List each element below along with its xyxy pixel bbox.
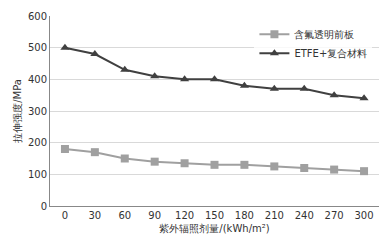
svg-text:0: 0 [62,210,68,221]
svg-text:紫外辐照剂量/(kWh/m²): 紫外辐照剂量/(kWh/m²) [159,223,269,234]
svg-text:200: 200 [28,137,47,148]
svg-text:150: 150 [205,210,224,221]
svg-text:拉伸强度/MPa: 拉伸强度/MPa [12,79,23,143]
svg-text:30: 30 [88,210,101,221]
svg-text:240: 240 [295,210,314,221]
svg-text:600: 600 [28,11,47,22]
svg-text:300: 300 [28,106,47,117]
svg-text:60: 60 [118,210,131,221]
svg-text:90: 90 [148,210,161,221]
svg-text:500: 500 [28,42,47,53]
svg-text:120: 120 [175,210,194,221]
svg-text:含氟透明前板: 含氟透明前板 [294,29,354,40]
svg-text:ETFE+复合材料: ETFE+复合材料 [294,48,367,59]
svg-text:400: 400 [28,74,47,85]
svg-text:180: 180 [235,210,254,221]
svg-text:100: 100 [28,169,47,180]
svg-text:0: 0 [41,201,47,212]
svg-text:270: 270 [325,210,344,221]
svg-text:210: 210 [265,210,284,221]
svg-text:300: 300 [355,210,374,221]
